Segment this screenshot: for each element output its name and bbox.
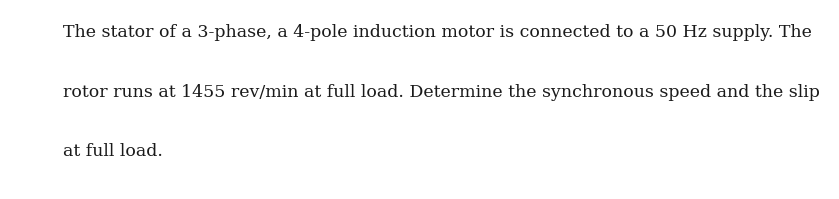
Text: rotor runs at 1455 rev/min at full load. Determine the synchronous speed and the: rotor runs at 1455 rev/min at full load.… <box>63 84 820 100</box>
Text: The stator of a 3-phase, a 4-pole induction motor is connected to a 50 Hz supply: The stator of a 3-phase, a 4-pole induct… <box>63 24 812 41</box>
Text: at full load.: at full load. <box>63 143 163 160</box>
